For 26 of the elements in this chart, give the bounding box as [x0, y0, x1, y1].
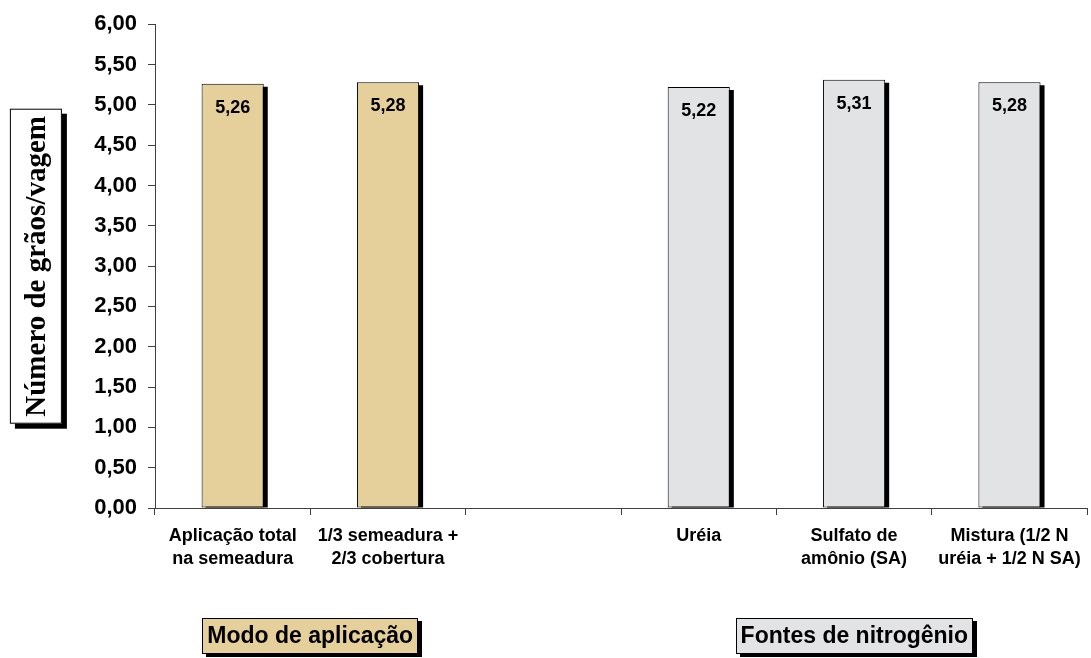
text: Fontes de nitrogênio — [735, 618, 974, 654]
y-tick-label: 4,00 — [94, 171, 137, 197]
x-tick-label: Aplicação total na semeadura — [168, 525, 297, 568]
x-tick-label: 1/3 semeadura + 2/3 cobertura — [317, 525, 459, 568]
y-tick-label: 1,00 — [94, 413, 137, 439]
data-label: 5,26 — [215, 96, 251, 117]
y-axis-title: Número de grãos/vagem — [10, 108, 62, 424]
y-tick-label: 5,50 — [94, 50, 137, 76]
data-label: 5,31 — [836, 92, 872, 113]
y-tick-label: 2,50 — [94, 292, 137, 318]
text: Modo de aplicação — [202, 618, 419, 654]
y-tick-label: 0,00 — [94, 494, 137, 520]
x-tick-label: Uréia — [676, 525, 723, 546]
y-tick-label: 5,00 — [94, 90, 137, 116]
y-tick-label: 2,00 — [94, 332, 137, 358]
y-tick-label: 1,50 — [94, 373, 137, 399]
y-tick-label: 0,50 — [94, 453, 137, 479]
data-label: 5,28 — [370, 95, 406, 116]
data-label: 5,22 — [681, 100, 717, 121]
y-tick-label: 6,00 — [94, 10, 137, 36]
x-tick-label: Sulfato de amônio (SA) — [801, 525, 908, 568]
x-tick-label: Mistura (1/2 N uréia + 1/2 N SA) — [938, 525, 1081, 568]
y-tick-label: 4,50 — [94, 131, 137, 157]
y-tick-label: 3,00 — [94, 252, 137, 278]
data-label: 5,28 — [991, 95, 1027, 116]
y-tick-label: 3,50 — [94, 211, 137, 237]
